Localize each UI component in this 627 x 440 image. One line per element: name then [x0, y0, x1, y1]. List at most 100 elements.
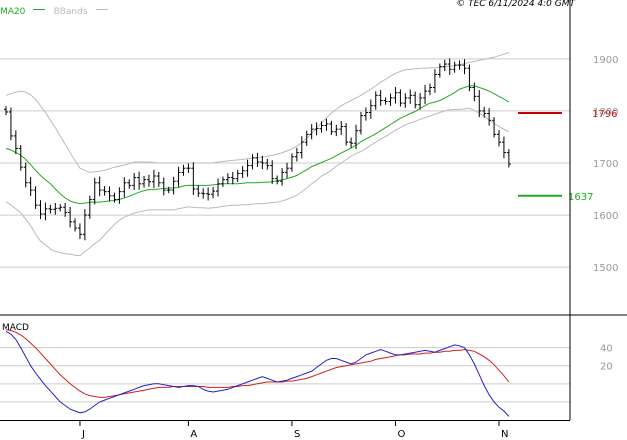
price-bar: [452, 61, 457, 73]
price-bar: [73, 218, 78, 232]
macd-tick-label: 20: [600, 362, 613, 373]
price-bar: [122, 177, 127, 198]
price-bar: [13, 130, 18, 155]
price-bar: [294, 147, 299, 162]
price-bar: [215, 178, 220, 197]
price-bar: [285, 162, 290, 178]
resistance-label: 1796: [592, 109, 617, 120]
price-bar: [492, 117, 497, 138]
price-bar: [329, 120, 334, 135]
price-tick-label: 1800: [593, 107, 618, 118]
price-bar: [206, 187, 211, 201]
price-bar: [63, 202, 68, 217]
price-bar: [137, 171, 142, 190]
price-bar: [304, 130, 309, 146]
price-bar: [230, 171, 235, 185]
price-bar: [97, 176, 102, 197]
price-bar: [107, 186, 112, 202]
price-bar: [299, 136, 304, 159]
x-axis-label: S: [294, 429, 300, 440]
chart-frames: [0, 0, 627, 421]
price-bar: [28, 176, 33, 197]
macd-axis-ticks: 40 20: [600, 344, 613, 373]
price-bar: [82, 209, 87, 241]
price-bar: [309, 124, 314, 140]
price-grid: [0, 58, 570, 268]
price-bar: [442, 59, 447, 72]
price-bar: [398, 89, 403, 107]
price-bar: [280, 167, 285, 186]
price-bars: [4, 58, 511, 241]
x-axis-label: A: [190, 429, 197, 440]
price-bar: [462, 59, 467, 75]
x-axis-label: O: [397, 429, 405, 440]
price-bar: [314, 122, 319, 136]
price-tick-label: 1700: [593, 159, 618, 170]
price-bar: [265, 158, 270, 170]
price-bar: [92, 177, 97, 205]
price-bar: [423, 84, 428, 105]
price-bar: [388, 93, 393, 106]
ma20-legend-swatch: [33, 9, 46, 10]
price-axis-ticks: 1900 1800 1700 1600 1500: [593, 55, 618, 274]
price-bar: [225, 173, 230, 185]
price-bar: [319, 121, 324, 133]
price-bar: [344, 123, 349, 146]
price-bar: [245, 159, 250, 177]
macd-lines: [5, 329, 510, 417]
price-bar: [132, 172, 137, 191]
price-bar: [151, 169, 156, 188]
price-bar: [33, 186, 38, 209]
price-bar: [196, 185, 201, 197]
price-bar: [8, 107, 13, 141]
price-bar: [403, 93, 408, 108]
price-bar: [334, 124, 339, 137]
price-bar: [383, 97, 388, 105]
price-bar: [260, 155, 265, 170]
x-axis-label: N: [501, 429, 508, 440]
bbands-legend-swatch: [95, 9, 108, 10]
price-bar: [250, 154, 255, 170]
macd-label-group: MACD: [2, 323, 29, 333]
price-bar: [408, 89, 413, 104]
price-bar: [487, 108, 492, 126]
price-bar: [378, 89, 383, 106]
price-bar: [18, 144, 23, 171]
price-tick-label: 1600: [593, 211, 618, 222]
price-bar: [447, 58, 452, 75]
price-bar: [87, 195, 92, 219]
price-bar: [368, 99, 373, 119]
price-bar: [418, 92, 423, 110]
ma20-legend-label: MA20: [0, 7, 26, 17]
price-bar: [363, 107, 368, 121]
price-bar: [472, 82, 477, 102]
price-bar: [457, 60, 462, 70]
chart-header: MA20 BBands: [0, 0, 111, 17]
price-bar: [413, 91, 418, 109]
price-bar: [255, 152, 260, 167]
price-bar: [112, 192, 117, 203]
price-bar: [58, 204, 63, 212]
price-tick-label: 1900: [593, 55, 618, 66]
price-bar: [354, 124, 359, 150]
price-tick-label: 1500: [593, 263, 618, 274]
price-bar: [53, 202, 58, 215]
price-bar: [324, 118, 329, 131]
price-bar: [427, 83, 432, 96]
price-bar: [102, 186, 107, 196]
price-bar: [4, 106, 8, 116]
price-bar: [181, 164, 186, 176]
price-bar: [77, 223, 82, 240]
ma20-path: [5, 85, 510, 205]
price-bar: [166, 186, 171, 194]
price-bar: [358, 111, 363, 135]
price-bar: [349, 137, 354, 148]
price-bar: [432, 69, 437, 93]
price-bar: [437, 63, 442, 78]
macd-title: MACD: [2, 323, 29, 333]
price-bar: [339, 120, 344, 135]
price-bar: [235, 169, 240, 183]
copyright-text: © TEC 6/11/2024 4:0 GMT: [456, 0, 575, 9]
